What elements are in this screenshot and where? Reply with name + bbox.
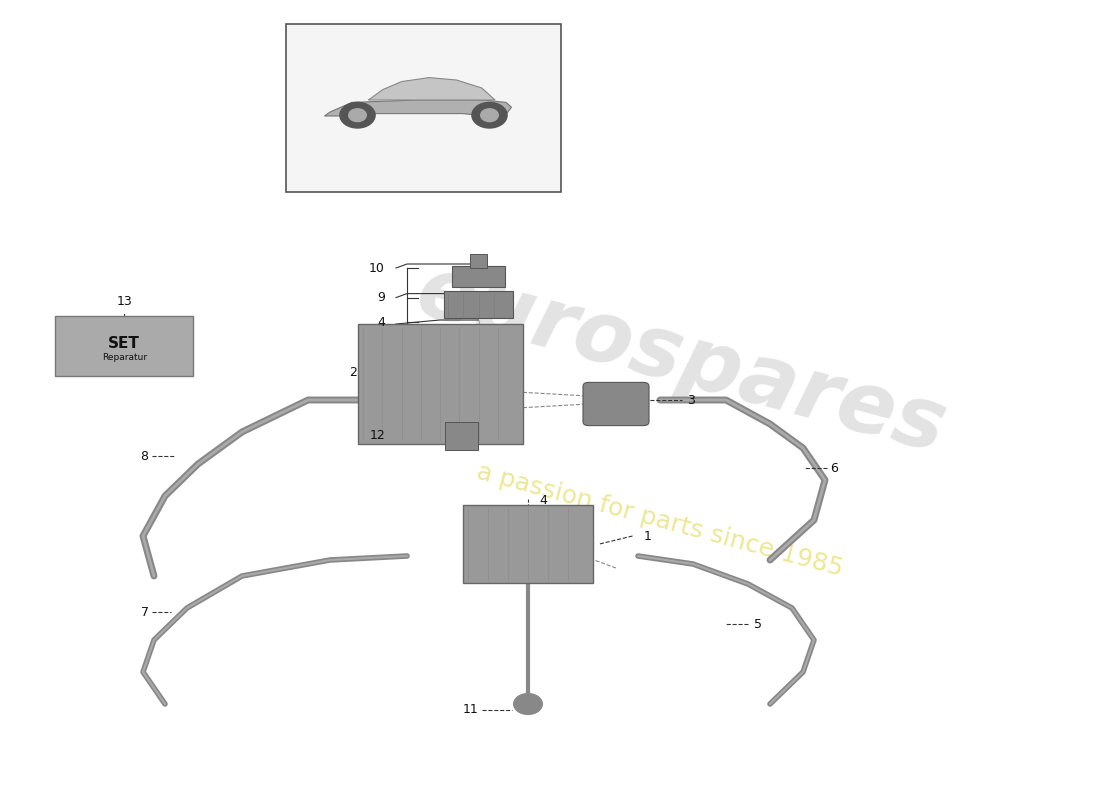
Text: 13: 13 xyxy=(117,295,132,308)
Text: 1: 1 xyxy=(644,530,651,542)
Text: 5: 5 xyxy=(754,618,761,630)
Text: Reparatur: Reparatur xyxy=(101,353,147,362)
Text: 3: 3 xyxy=(688,394,695,406)
FancyBboxPatch shape xyxy=(463,505,593,583)
FancyBboxPatch shape xyxy=(55,316,192,376)
Bar xyxy=(446,422,478,450)
Circle shape xyxy=(340,102,375,128)
Text: a passion for parts since 1985: a passion for parts since 1985 xyxy=(474,459,846,581)
Text: 7: 7 xyxy=(141,606,149,618)
Text: 11: 11 xyxy=(463,703,478,716)
Text: eurospares: eurospares xyxy=(408,250,956,470)
Text: 8: 8 xyxy=(141,450,149,462)
Text: SET: SET xyxy=(109,336,140,350)
FancyBboxPatch shape xyxy=(444,291,513,318)
Circle shape xyxy=(481,109,498,122)
Text: 9: 9 xyxy=(377,291,385,304)
Text: 4: 4 xyxy=(539,494,547,506)
Text: 6: 6 xyxy=(830,462,838,474)
Polygon shape xyxy=(324,100,512,116)
Circle shape xyxy=(349,109,366,122)
Circle shape xyxy=(514,694,542,714)
FancyBboxPatch shape xyxy=(358,324,522,444)
Text: 12: 12 xyxy=(370,429,385,442)
Polygon shape xyxy=(368,78,495,100)
Text: 4: 4 xyxy=(377,316,385,329)
Text: 2: 2 xyxy=(350,366,358,378)
FancyBboxPatch shape xyxy=(452,266,505,287)
FancyBboxPatch shape xyxy=(583,382,649,426)
FancyBboxPatch shape xyxy=(286,24,561,192)
Circle shape xyxy=(472,102,507,128)
Text: 10: 10 xyxy=(370,262,385,274)
Bar xyxy=(470,254,487,268)
